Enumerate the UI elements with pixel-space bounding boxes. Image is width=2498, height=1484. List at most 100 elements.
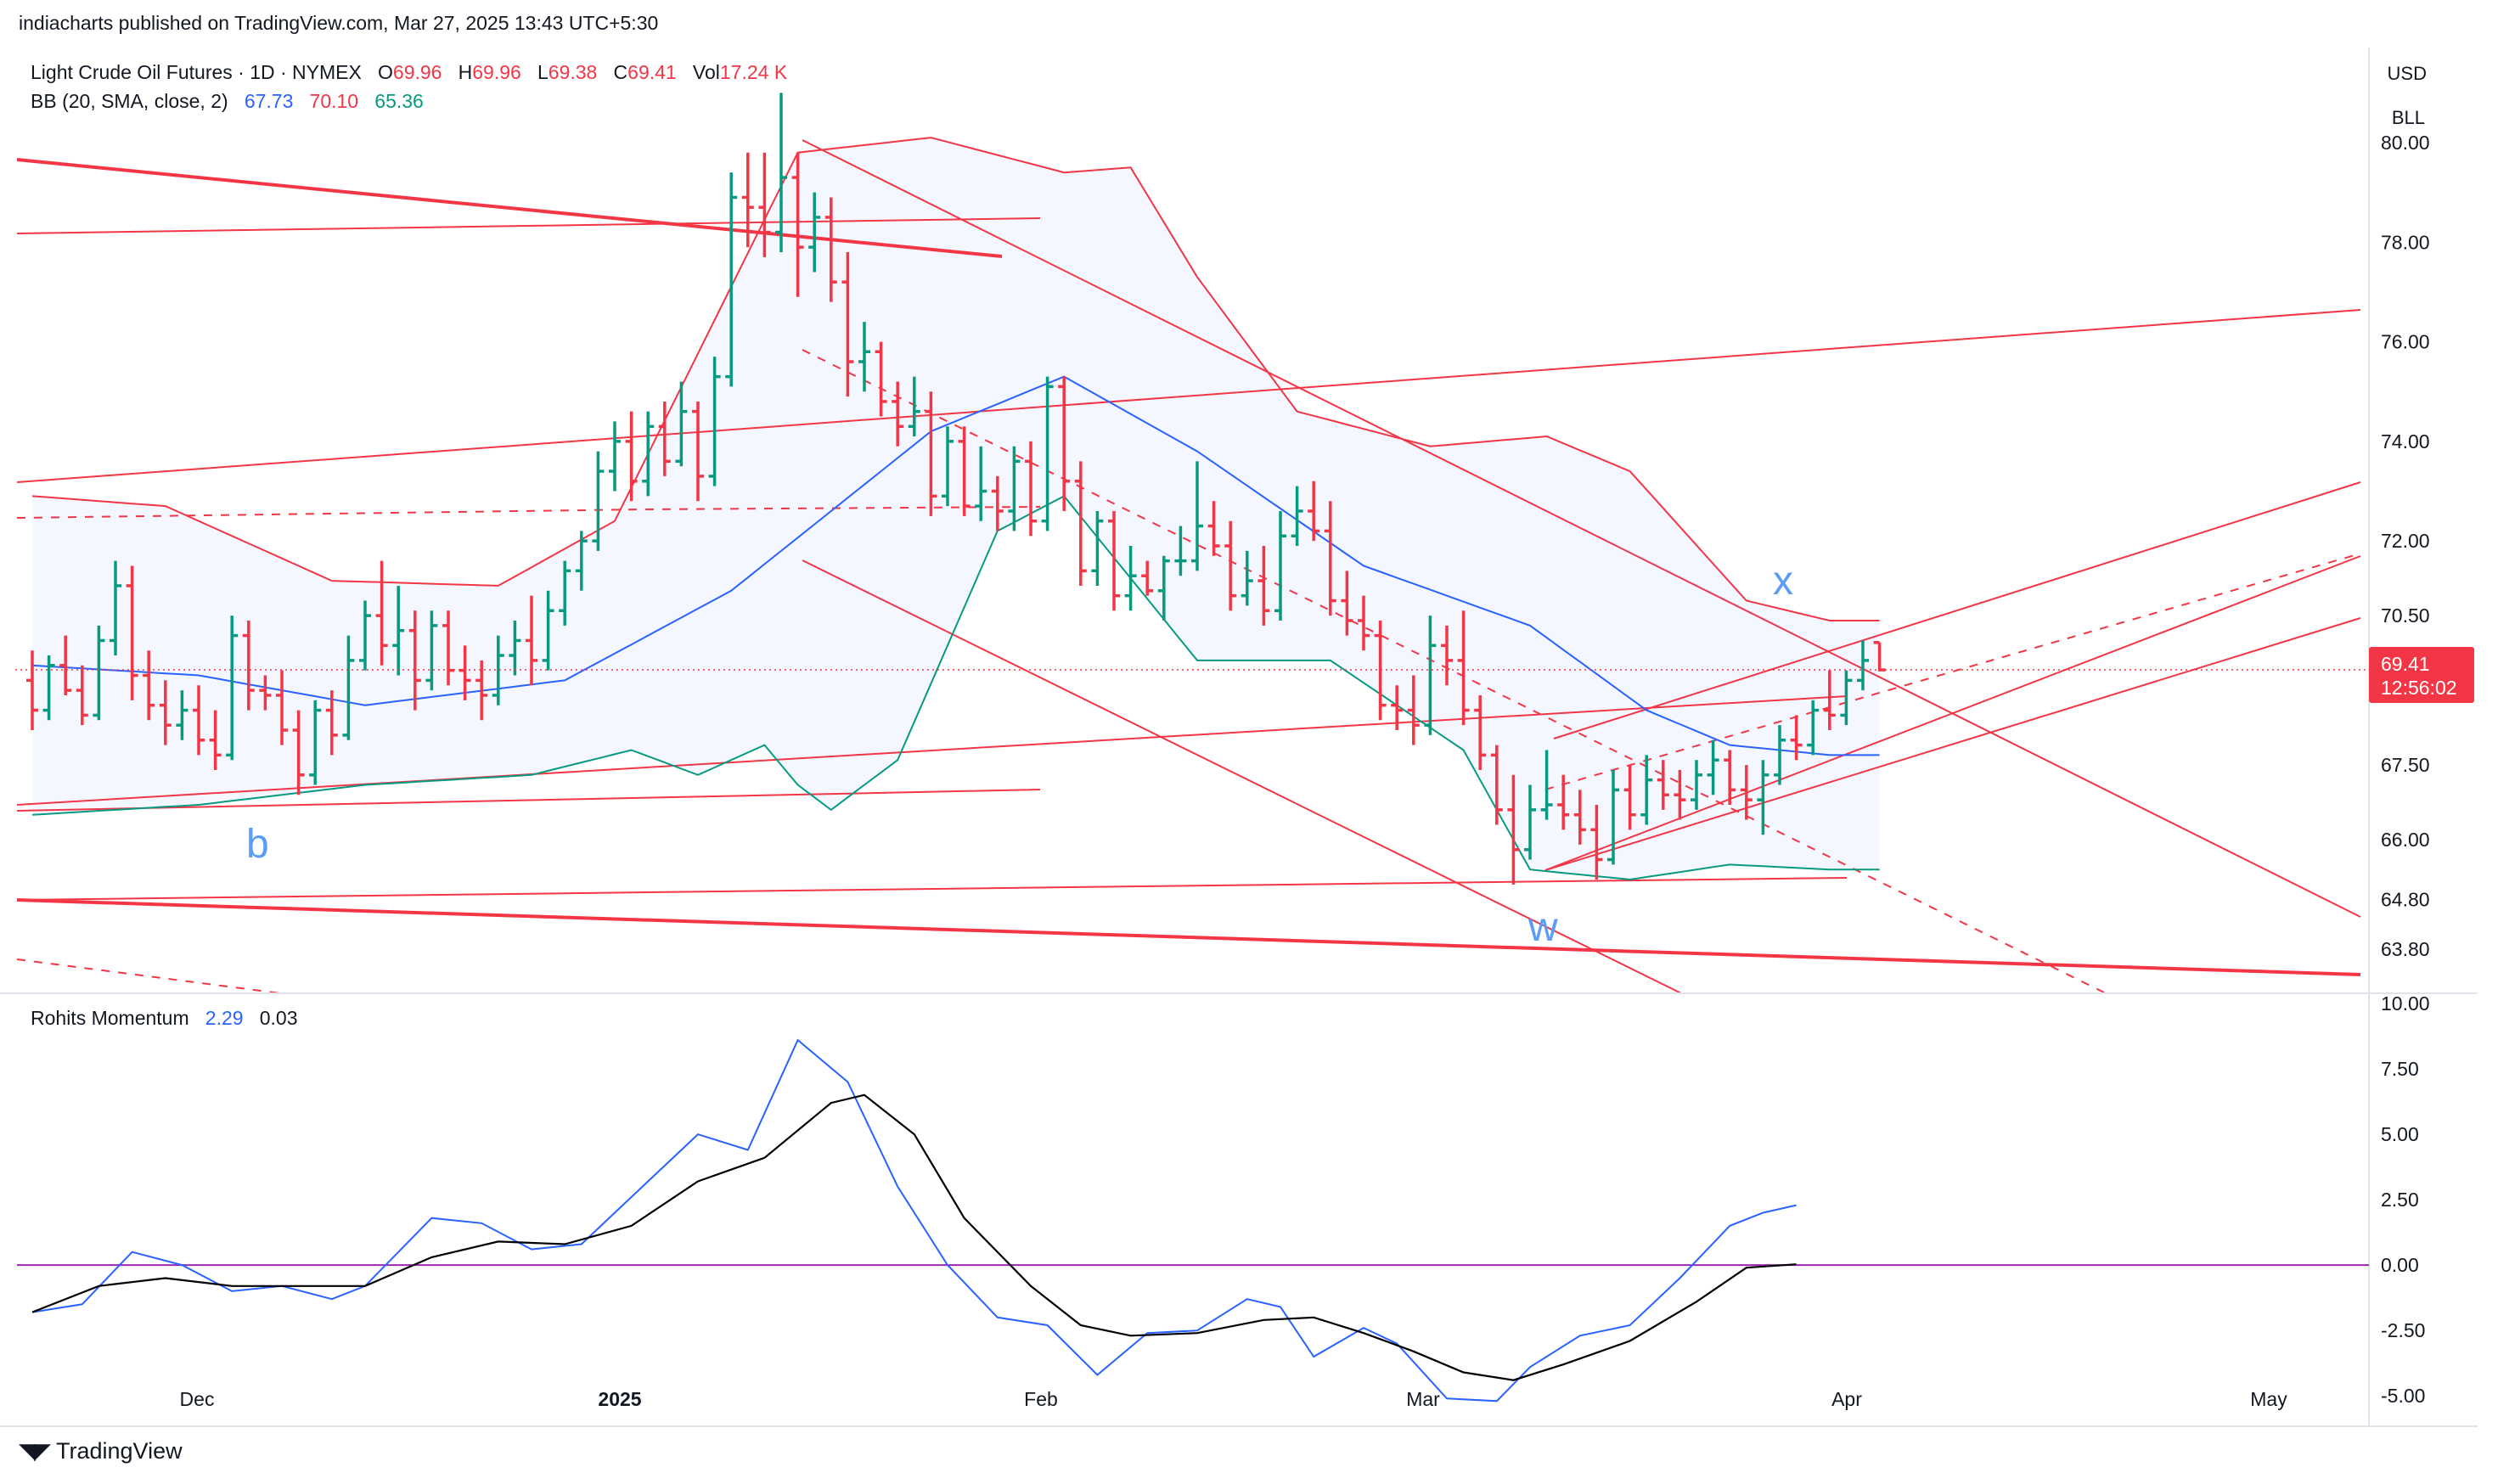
ohlc-bar — [392, 585, 405, 676]
ohlc-bar — [126, 565, 138, 700]
ohlc-bar — [1157, 555, 1170, 621]
trend-line — [1544, 553, 2361, 790]
bb-upper-line — [31, 137, 1880, 621]
open-label: O — [378, 61, 393, 83]
momentum-legend: Rohits Momentum 2.29 0.03 — [31, 1007, 298, 1030]
ohlc-bar — [791, 152, 804, 297]
ohlc-bar — [875, 341, 887, 417]
ohlc-bar — [1091, 510, 1104, 586]
trend-line — [16, 509, 646, 519]
bb-lower-line — [31, 495, 1880, 881]
ohlc-bar — [1207, 501, 1220, 556]
ohlc-bar — [908, 376, 920, 436]
ohlc-bar — [1224, 520, 1237, 611]
momentum-tick-label: 0.00 — [2381, 1254, 2419, 1276]
trend-line — [16, 898, 2361, 976]
trend-line — [16, 309, 2361, 483]
ohlc-bar — [725, 172, 738, 387]
low-value: 69.38 — [548, 61, 598, 83]
ohlc-bar — [741, 152, 754, 248]
currency-label[interactable]: USD — [2387, 63, 2427, 84]
price-tick-label: 74.00 — [2381, 430, 2430, 453]
trend-line — [16, 877, 1848, 901]
ohlc-bar — [1707, 739, 1719, 795]
ohlc-bar — [1358, 595, 1370, 651]
ohlc-bar — [375, 560, 388, 666]
ohlc-bar — [259, 675, 272, 711]
ohlc-bar — [1174, 526, 1187, 576]
footer-brand-text: TradingView — [56, 1438, 183, 1464]
price-tick-label: 67.50 — [2381, 754, 2430, 776]
ohlc-bar — [1607, 769, 1619, 865]
ohlc-bar — [1557, 774, 1570, 830]
ohlc-bar — [642, 411, 655, 497]
momentum-tick-label: -5.00 — [2381, 1385, 2425, 1407]
price-badge: 69.41 12:56:02 — [2369, 647, 2474, 703]
bb-label[interactable]: BB (20, SMA, close, 2) — [31, 90, 228, 112]
low-label: L — [537, 61, 549, 83]
publisher-line: indiacharts published on TradingView.com… — [19, 12, 659, 34]
ohlc-bar — [242, 621, 255, 711]
ohlc-bar — [858, 322, 870, 392]
unit-label[interactable]: BLL — [2391, 107, 2425, 128]
ohlc-bar — [1424, 616, 1437, 735]
ohlc-bar — [1807, 700, 1820, 756]
momentum-slow-line — [31, 1093, 1797, 1381]
price-tick-label: 80.00 — [2381, 132, 2430, 154]
momentum-tick-label: -2.50 — [2381, 1319, 2425, 1341]
price-axis-labels[interactable]: 80.00 78.00 76.00 74.00 72.00 70.50 67.50 66.00… — [2381, 132, 2430, 960]
momentum-tick-label: 5.00 — [2381, 1123, 2419, 1145]
ohlc-bar — [1041, 376, 1054, 531]
close-label: C — [613, 61, 628, 83]
ohlc-bar — [658, 401, 671, 476]
momentum-axis-labels[interactable]: 10.00 7.50 5.00 2.50 0.00 -2.50 -5.00 — [2381, 992, 2430, 1407]
momentum-fast-line — [31, 1038, 1797, 1402]
ohlc-bar — [625, 411, 638, 502]
ohlc-bar — [309, 700, 322, 785]
ohlc-bar — [159, 680, 172, 745]
trend-line — [16, 958, 281, 994]
trend-line — [16, 217, 1041, 234]
time-axis-labels[interactable]: Dec 2025 Feb Mar Apr May — [180, 1388, 2288, 1410]
wave-label-w: w — [1527, 905, 1558, 950]
ohlc-bar — [1757, 760, 1769, 835]
ohlc-bar — [1857, 640, 1869, 691]
ohlc-bar — [575, 531, 588, 591]
ohlc-bar — [775, 93, 787, 252]
ohlc-bar — [59, 635, 72, 695]
bb-fill-area — [32, 138, 1880, 880]
ohlc-bar — [892, 381, 904, 447]
ohlc-bar — [1691, 760, 1702, 810]
ohlc-bar — [110, 560, 121, 656]
wave-annotations: b w x — [246, 559, 1793, 950]
ohlc-bar — [42, 655, 55, 721]
ohlc-bar — [991, 475, 1004, 531]
momentum-label[interactable]: Rohits Momentum — [31, 1007, 189, 1029]
symbol-title[interactable]: Light Crude Oil Futures · 1D · NYMEX — [31, 61, 362, 83]
price-badge-value: 69.41 — [2381, 653, 2430, 675]
ohlc-bar — [1341, 571, 1353, 636]
price-tick-label: 70.50 — [2381, 604, 2430, 627]
ohlc-bar — [1108, 510, 1120, 611]
ohlc-bar — [1573, 790, 1586, 845]
footer-brand[interactable]: ◥◤ TradingView — [19, 1438, 183, 1464]
trend-line — [802, 349, 2107, 994]
ohlc-bar — [143, 650, 155, 721]
ohlc-bar — [1441, 625, 1453, 686]
ohlc-bar — [509, 621, 521, 676]
ohlc-bar — [542, 590, 554, 671]
ohlc-bar — [1590, 805, 1603, 880]
ohlc-bar — [193, 685, 205, 756]
price-tick-label: 78.00 — [2381, 231, 2430, 253]
ohlc-bar — [692, 401, 704, 502]
trend-line — [16, 695, 1848, 806]
ohlc-bar — [176, 690, 188, 740]
ohlc-bar — [1724, 750, 1736, 805]
open-value: 69.96 — [392, 61, 442, 83]
ohlc-bar — [1074, 461, 1087, 586]
ohlc-bar — [359, 600, 371, 671]
volume-value: 17.24 K — [719, 61, 788, 83]
ohlc-bar — [26, 650, 38, 731]
trend-line — [644, 506, 1041, 510]
